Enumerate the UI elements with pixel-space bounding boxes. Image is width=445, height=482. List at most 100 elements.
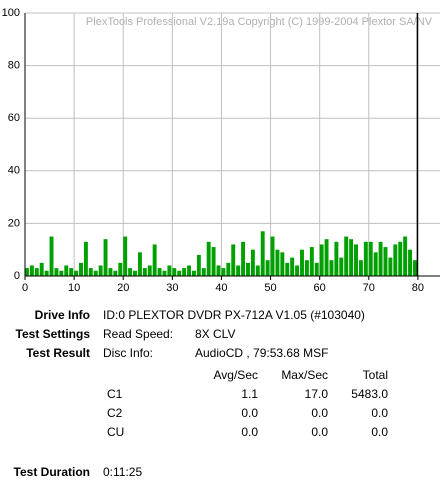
bar — [349, 239, 354, 276]
cell: 0.0 — [371, 406, 388, 420]
bar — [187, 265, 191, 276]
bar — [93, 270, 98, 276]
bar — [54, 268, 59, 276]
cell: 17.0 — [305, 387, 329, 401]
y-tick-label: 0 — [14, 270, 20, 282]
bar — [280, 252, 285, 276]
bar — [59, 270, 64, 276]
bar — [147, 265, 152, 276]
bar — [324, 239, 329, 276]
bar — [88, 268, 93, 276]
bar — [64, 265, 69, 276]
bar — [69, 268, 74, 276]
bar — [157, 268, 162, 276]
bar — [344, 236, 349, 276]
x-tick-label: 40 — [215, 282, 227, 294]
bar — [241, 241, 246, 276]
bar — [339, 257, 344, 276]
bar — [363, 241, 368, 276]
x-tick-label: 0 — [22, 282, 28, 294]
bar — [221, 268, 226, 276]
bar — [83, 241, 88, 276]
bar — [196, 254, 201, 276]
bar — [275, 249, 280, 276]
bar — [167, 265, 172, 276]
bar — [103, 239, 108, 276]
value: ID:0 PLEXTOR DVDR PX-712A V1.05 (#103040… — [103, 308, 365, 322]
row-label: C1 — [107, 387, 123, 401]
label: Test Result — [26, 346, 90, 360]
row-label: C2 — [107, 406, 123, 420]
bar — [162, 270, 167, 276]
x-tick-label: 70 — [363, 282, 375, 294]
x-tick-label: 80 — [412, 282, 424, 294]
x-tick-label: 50 — [264, 282, 276, 294]
label: Test Duration — [14, 465, 90, 479]
y-tick-label: 60 — [8, 112, 20, 124]
bar — [123, 236, 128, 276]
bar — [309, 247, 314, 276]
bar — [98, 265, 103, 276]
bar — [378, 241, 383, 276]
row-label: CU — [107, 425, 124, 439]
x-tick-label: 60 — [314, 282, 326, 294]
bar — [329, 260, 334, 276]
result-table: C1 1.1 17.0 5483.0 C2 0.0 0.0 0.0 CU 0.0 0.0 0.0 — [107, 387, 388, 439]
bar — [295, 265, 300, 276]
bar — [334, 241, 339, 276]
bar — [118, 262, 123, 276]
value: 8X CLV — [195, 327, 235, 341]
bar — [285, 262, 290, 276]
bar — [137, 252, 142, 276]
bar — [182, 268, 187, 276]
bar — [133, 270, 137, 276]
cell: 0.0 — [311, 406, 328, 420]
value: 0:11:25 — [103, 465, 142, 479]
bar — [383, 247, 388, 276]
bar — [403, 236, 408, 276]
y-tick-label: 100 — [2, 7, 20, 19]
bar — [39, 262, 44, 276]
bar — [354, 244, 358, 276]
plot-area — [25, 13, 440, 276]
key: Disc Info: — [103, 346, 153, 360]
bar — [393, 244, 398, 276]
bar — [128, 268, 133, 276]
x-tick-label: 20 — [117, 282, 129, 294]
bar — [265, 260, 270, 276]
bar — [368, 241, 373, 276]
x-tick-label: 30 — [166, 282, 178, 294]
column-header: Avg/Sec — [214, 368, 258, 382]
label: Test Settings — [16, 327, 91, 341]
key: Read Speed: — [103, 327, 173, 341]
label: Drive Info — [35, 308, 90, 322]
bar — [44, 270, 49, 276]
bar — [34, 268, 39, 276]
bar — [108, 268, 113, 276]
bar — [270, 236, 275, 276]
bar — [172, 268, 177, 276]
value: AudioCD , 79:53.68 MSF — [195, 346, 328, 360]
bar — [290, 257, 295, 276]
column-header: Total — [363, 368, 388, 382]
bar — [231, 244, 236, 276]
bar — [206, 241, 211, 276]
bar — [152, 244, 157, 276]
y-tick-label: 80 — [8, 60, 20, 72]
bar — [29, 265, 34, 276]
y-tick-label: 20 — [8, 217, 20, 229]
cell: 0.0 — [371, 425, 388, 439]
cell: 0.0 — [311, 425, 328, 439]
bar — [25, 268, 29, 276]
cell: 0.0 — [241, 406, 258, 420]
bar — [177, 270, 182, 276]
bar — [304, 260, 309, 276]
bar — [74, 270, 79, 276]
bar — [236, 265, 241, 276]
bar — [358, 260, 363, 276]
bar — [211, 247, 216, 276]
bar — [201, 268, 206, 276]
bar — [388, 257, 393, 276]
bar — [142, 268, 147, 276]
bar — [412, 260, 417, 276]
